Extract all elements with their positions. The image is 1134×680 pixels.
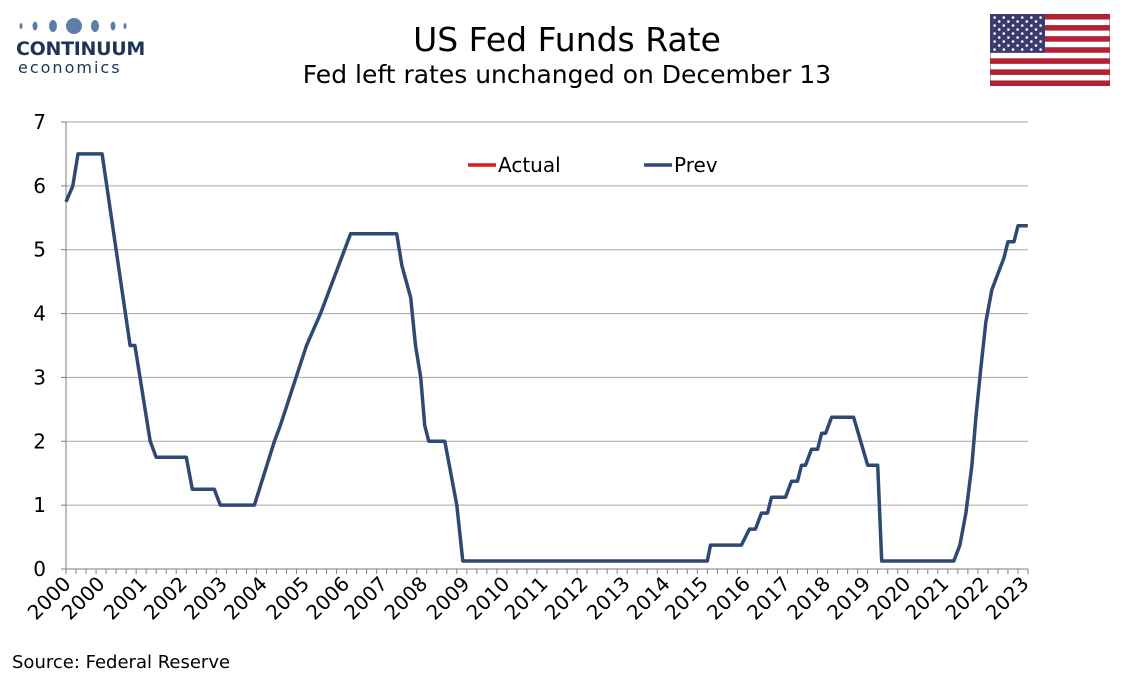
x-tick-label: 2017	[742, 572, 795, 625]
us-flag-icon	[990, 14, 1110, 86]
y-tick-label: 6	[33, 174, 46, 198]
x-tick-label: 2014	[622, 572, 675, 625]
x-tick-label: 2005	[261, 572, 314, 625]
x-tick-label: 2007	[339, 572, 392, 625]
y-tick-label: 3	[33, 365, 46, 389]
x-tick-label: 2002	[139, 572, 192, 625]
logo-subtext: economics	[18, 58, 122, 77]
y-tick-labels: 0 1 2 3 4 5 6 7	[33, 110, 46, 581]
x-tick-label: 2008	[379, 572, 432, 625]
y-tick-label: 7	[33, 110, 46, 134]
x-tick-label: 2001	[99, 572, 152, 625]
gridlines	[66, 121, 1028, 506]
company-logo: CONTINUUM economics	[14, 14, 145, 77]
y-tick-label: 5	[33, 238, 46, 262]
x-tick-label: 2021	[900, 572, 953, 625]
series-lines	[64, 152, 1028, 563]
x-tick-label: 2015	[660, 572, 713, 625]
logo-name: CONTINUUM	[16, 38, 145, 60]
y-tick-label: 1	[33, 493, 46, 517]
x-tick-label: 2011	[500, 572, 553, 625]
x-tick-label: 2009	[421, 572, 474, 625]
x-tick-label: 2016	[702, 572, 755, 625]
x-tick-label: 2023	[981, 572, 1034, 625]
x-tick-label: 2022	[940, 572, 993, 625]
x-tick-label: 2004	[219, 572, 272, 625]
x-tick-label: 2019	[822, 572, 875, 625]
y-tick-label: 4	[33, 302, 46, 326]
source-note: Source: Federal Reserve	[12, 652, 231, 673]
x-tick-label: 2003	[179, 572, 232, 625]
axes	[61, 121, 1029, 574]
chart-subtitle: Fed left rates unchanged on December 13	[302, 60, 832, 89]
legend-label-actual: Actual	[498, 153, 561, 177]
line-chart: 0 1 2 3 4 5 6 7 2000200020012002200320042005200…	[23, 110, 1034, 625]
x-tick-label: 2018	[782, 572, 835, 625]
x-tick-label: 2020	[862, 572, 915, 625]
x-tick-label: 2006	[301, 572, 354, 625]
legend-label-prev: Prev	[674, 153, 718, 177]
x-tick-labels: 2000200020012002200320042005200620072008…	[23, 572, 1034, 625]
x-tick-label: 2010	[461, 572, 514, 625]
x-tick-label: 2012	[540, 572, 593, 625]
y-tick-label: 2	[33, 429, 46, 453]
series-line-prev	[64, 152, 1028, 563]
chart-title: US Fed Funds Rate	[413, 20, 721, 59]
x-tick-label: 2013	[582, 572, 635, 625]
logo-dots-icon	[19, 18, 127, 34]
legend: Actual Prev	[468, 153, 718, 177]
y-tick-label: 0	[33, 557, 46, 581]
